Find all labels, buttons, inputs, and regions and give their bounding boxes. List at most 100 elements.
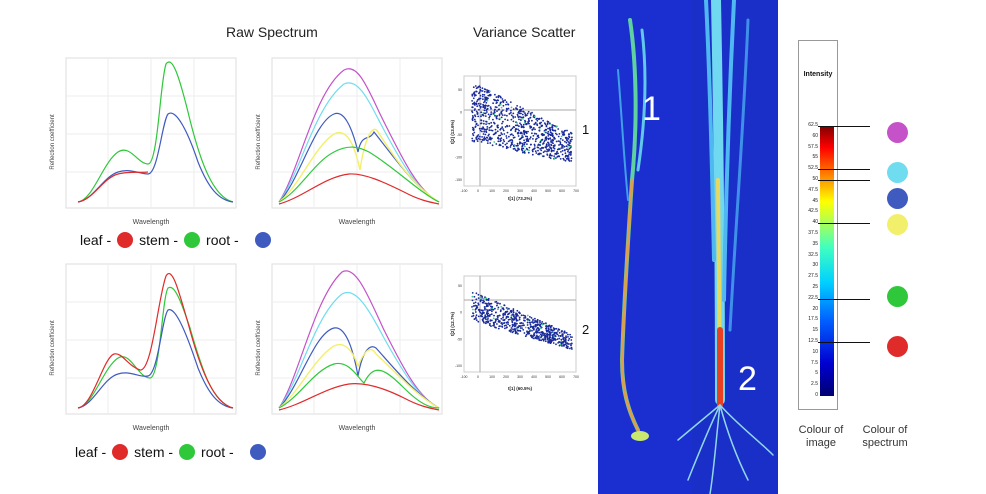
scatter-point xyxy=(554,335,557,337)
scatter-point xyxy=(472,305,475,307)
colorbar-tick-label: 5 xyxy=(815,370,818,377)
scatter-point xyxy=(482,103,484,106)
scatter-point xyxy=(554,337,556,340)
scatter-point xyxy=(570,153,572,155)
scatter-point xyxy=(518,312,521,315)
scatter-point xyxy=(501,326,504,328)
scatter-point xyxy=(516,105,518,107)
scatter-point xyxy=(490,302,493,305)
scatter-point xyxy=(483,130,486,133)
scatter-point xyxy=(532,335,535,337)
scatter-point xyxy=(569,146,572,149)
scatter-point xyxy=(496,323,498,325)
scatter-point xyxy=(568,144,571,147)
scatter-point xyxy=(472,134,475,137)
scatter-point xyxy=(473,131,476,134)
scatter-point xyxy=(536,330,539,333)
scatter-point xyxy=(481,87,484,90)
scatter-point xyxy=(487,297,490,300)
scatter-point xyxy=(537,136,540,139)
scatter-point xyxy=(517,128,519,131)
colorbar-tick-label: 60 xyxy=(812,132,818,139)
scatter-point xyxy=(472,314,475,317)
scatter-point xyxy=(513,144,516,147)
scatter-point xyxy=(499,104,502,106)
scatter-point xyxy=(547,127,549,130)
scatter-point xyxy=(519,330,522,332)
scatter-point xyxy=(486,302,488,305)
scatter-point xyxy=(515,107,517,109)
scatter-point xyxy=(524,135,527,138)
spectrum-color-dot xyxy=(887,336,908,357)
scatter-point xyxy=(512,115,514,118)
scatter-point xyxy=(570,342,573,345)
scatter-point xyxy=(474,301,477,304)
scatter-point xyxy=(500,317,503,320)
scatter-point xyxy=(533,145,536,147)
scatter-point xyxy=(490,121,493,124)
scatter-point xyxy=(565,154,567,157)
scatter-point xyxy=(486,91,488,94)
scatter-point xyxy=(484,133,487,136)
scatter-point xyxy=(531,111,533,114)
scatter-point xyxy=(526,318,529,321)
scatter-point xyxy=(568,142,570,144)
scatter-point xyxy=(521,327,523,329)
scatter-point xyxy=(486,111,488,113)
scatter-point xyxy=(512,120,515,123)
scatter-x-tick: 700 xyxy=(573,189,579,193)
scatter-point xyxy=(512,324,515,326)
scatter-point xyxy=(526,324,529,326)
scatter-point xyxy=(471,315,473,318)
scatter-point xyxy=(532,320,534,322)
scatter-point xyxy=(544,123,547,126)
scatter-point xyxy=(518,118,520,121)
scatter-point xyxy=(544,150,546,153)
scatter-point xyxy=(569,336,572,338)
scatter-point xyxy=(568,135,570,138)
scatter-point xyxy=(499,102,502,104)
scatter2-ylabel: t[2] (12.7%) xyxy=(450,312,455,337)
scatter-point xyxy=(553,125,556,127)
scatter-point xyxy=(477,134,480,136)
scatter-point xyxy=(506,142,508,145)
scatter-point xyxy=(502,128,504,130)
scatter-point xyxy=(524,120,527,123)
scatter-point xyxy=(500,305,503,308)
scatter-point xyxy=(565,346,568,349)
scatter-point xyxy=(546,337,549,340)
scatter-point xyxy=(548,144,550,147)
legend-root-label: root xyxy=(206,232,231,248)
scatter-point xyxy=(496,101,498,104)
scatter-point xyxy=(520,314,523,317)
scatter-point xyxy=(500,139,502,142)
scatter-point xyxy=(520,110,522,113)
scatter-point xyxy=(478,92,480,95)
scatter-point xyxy=(536,321,539,324)
scatter-point xyxy=(486,105,489,107)
scatter-point xyxy=(501,133,503,136)
scatter-point xyxy=(556,155,559,158)
scatter-point xyxy=(569,333,571,336)
scatter-point xyxy=(487,302,490,304)
scatter-point xyxy=(471,115,474,117)
scatter-point xyxy=(492,317,495,320)
scatter-point xyxy=(508,329,511,332)
scatter-point xyxy=(516,113,519,116)
scatter-point xyxy=(558,344,561,347)
scatter-point xyxy=(505,145,508,148)
scatter-point xyxy=(477,320,480,323)
scatter-point xyxy=(478,108,480,111)
scatter-point xyxy=(568,160,571,162)
scatter-point xyxy=(541,332,544,335)
scatter-point xyxy=(546,132,549,135)
scatter-point xyxy=(551,125,554,128)
colorbar-tick-label: 7.5 xyxy=(811,359,818,366)
scatter-point xyxy=(547,150,550,152)
y-axis-label: Reflection coefficient xyxy=(50,114,56,170)
scatter-point xyxy=(514,149,517,151)
scatter-point xyxy=(511,139,514,142)
scatter-point xyxy=(477,315,480,318)
scatter-point xyxy=(483,94,486,96)
scatter-point xyxy=(532,127,535,129)
